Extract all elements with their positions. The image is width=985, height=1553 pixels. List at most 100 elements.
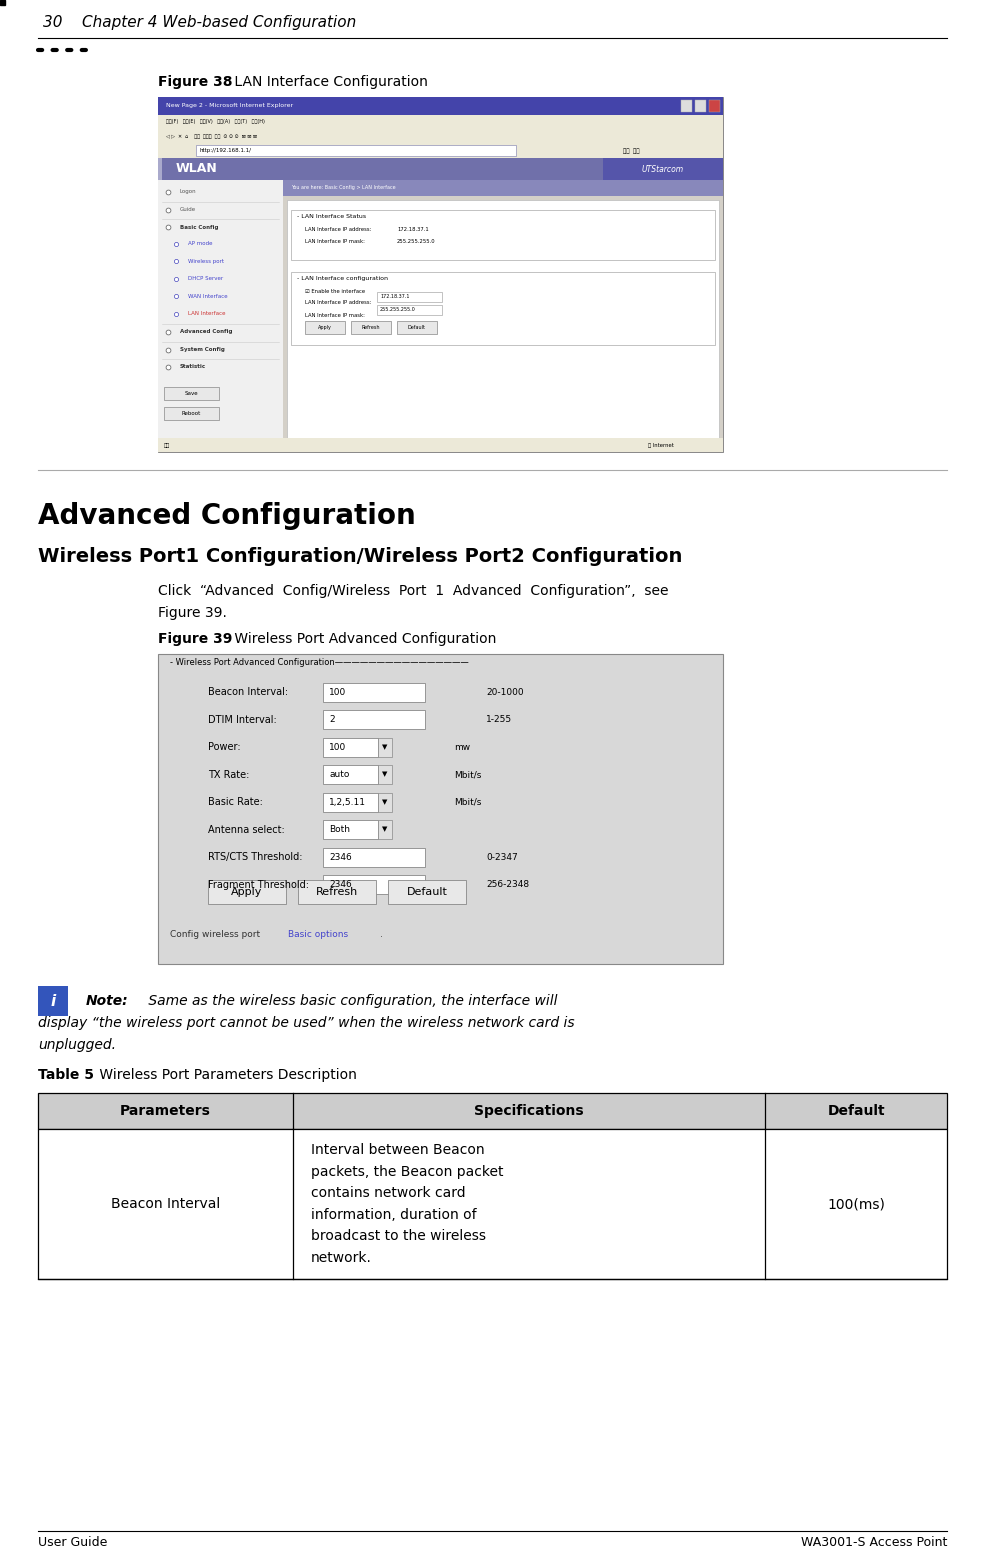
Text: auto: auto xyxy=(329,770,350,780)
Bar xyxy=(291,210,715,259)
Text: Click  “Advanced  Config/Wireless  Port  1  Advanced  Configuration”,  see: Click “Advanced Config/Wireless Port 1 A… xyxy=(158,584,669,598)
Text: 255.255.255.0: 255.255.255.0 xyxy=(380,307,416,312)
Bar xyxy=(164,387,219,401)
Text: 转到  链接: 转到 链接 xyxy=(623,148,639,154)
Text: Advanced Configuration: Advanced Configuration xyxy=(38,502,416,530)
Text: ▼: ▼ xyxy=(382,744,388,750)
Text: Note:: Note: xyxy=(86,994,129,1008)
Text: 🌐 Internet: 🌐 Internet xyxy=(648,443,674,447)
Text: 172.18.37.1: 172.18.37.1 xyxy=(397,227,428,231)
Text: Save: Save xyxy=(185,391,198,396)
Text: Apply: Apply xyxy=(318,325,332,329)
Text: Figure 39.: Figure 39. xyxy=(158,606,227,620)
Bar xyxy=(377,304,442,315)
Text: 2346: 2346 xyxy=(329,853,352,862)
Text: Figure 39: Figure 39 xyxy=(158,632,232,646)
Bar xyxy=(38,1093,947,1129)
Bar xyxy=(397,321,437,334)
Text: - LAN Interface Status: - LAN Interface Status xyxy=(297,214,366,219)
Text: 1,2,5.11: 1,2,5.11 xyxy=(329,798,366,806)
Text: Default: Default xyxy=(407,887,447,898)
Text: 2346: 2346 xyxy=(329,881,352,888)
Text: Same as the wireless basic configuration, the interface will: Same as the wireless basic configuration… xyxy=(144,994,558,1008)
Bar xyxy=(158,438,723,452)
Bar xyxy=(164,407,219,419)
Text: - LAN Interface configuration: - LAN Interface configuration xyxy=(297,276,388,281)
Text: Antenna select:: Antenna select: xyxy=(208,825,285,834)
Text: unplugged.: unplugged. xyxy=(38,1037,116,1051)
Text: information, duration of: information, duration of xyxy=(310,1208,476,1222)
Text: User Guide: User Guide xyxy=(38,1536,107,1550)
Text: New Page 2 - Microsoft Internet Explorer: New Page 2 - Microsoft Internet Explorer xyxy=(166,102,294,109)
Text: 1-255: 1-255 xyxy=(486,714,512,724)
Text: 30    Chapter 4 Web-based Configuration: 30 Chapter 4 Web-based Configuration xyxy=(43,14,357,30)
Text: ▼: ▼ xyxy=(382,798,388,804)
Text: Guide: Guide xyxy=(180,207,196,213)
Text: 255.255.255.0: 255.255.255.0 xyxy=(397,239,435,244)
Bar xyxy=(166,672,715,915)
Bar xyxy=(709,99,720,112)
Text: - Wireless Port Advanced Configuration————————————————: - Wireless Port Advanced Configuration——… xyxy=(170,658,469,666)
Text: Parameters: Parameters xyxy=(120,1104,211,1118)
Bar xyxy=(158,96,723,115)
Bar xyxy=(158,115,723,129)
Bar xyxy=(305,321,345,334)
Bar xyxy=(208,881,286,904)
Text: Mbit/s: Mbit/s xyxy=(454,798,482,806)
Text: Statistic: Statistic xyxy=(180,365,206,370)
Bar xyxy=(351,321,391,334)
Text: Table 5: Table 5 xyxy=(38,1068,94,1082)
Text: LAN Interface IP mask:: LAN Interface IP mask: xyxy=(305,314,364,318)
Text: 172.18.37.1: 172.18.37.1 xyxy=(380,295,410,300)
Text: Wireless Port Advanced Configuration: Wireless Port Advanced Configuration xyxy=(230,632,496,646)
Text: DTIM Interval:: DTIM Interval: xyxy=(208,714,277,725)
Bar xyxy=(323,792,378,812)
Bar xyxy=(158,654,723,964)
Text: You are here: Basic Config > LAN Interface: You are here: Basic Config > LAN Interfa… xyxy=(291,185,396,191)
Text: Beacon Interval: Beacon Interval xyxy=(110,1197,220,1211)
Bar xyxy=(681,99,692,112)
Bar xyxy=(158,180,283,452)
Text: Beacon Interval:: Beacon Interval: xyxy=(208,686,289,697)
Bar xyxy=(323,766,378,784)
Bar xyxy=(377,292,442,301)
Text: Config wireless port: Config wireless port xyxy=(170,930,263,938)
Bar xyxy=(378,766,392,784)
Text: mw: mw xyxy=(454,742,470,752)
Bar xyxy=(158,158,162,180)
Text: Fragment Threshold:: Fragment Threshold: xyxy=(208,879,309,890)
Bar xyxy=(158,129,723,143)
Text: packets, the Beacon packet: packets, the Beacon packet xyxy=(310,1165,503,1179)
Text: display “the wireless port cannot be used” when the wireless network card is: display “the wireless port cannot be use… xyxy=(38,1016,574,1030)
Text: Both: Both xyxy=(329,825,350,834)
Text: Wireless Port Parameters Description: Wireless Port Parameters Description xyxy=(95,1068,357,1082)
Bar xyxy=(695,99,706,112)
Bar xyxy=(603,158,723,180)
Text: Reboot: Reboot xyxy=(182,412,201,416)
Text: Mbit/s: Mbit/s xyxy=(454,770,482,780)
Bar xyxy=(38,1129,947,1280)
Bar xyxy=(323,820,378,839)
Text: ▼: ▼ xyxy=(382,772,388,778)
Text: WLAN: WLAN xyxy=(176,163,218,175)
Text: ☑ Enable the interface: ☑ Enable the interface xyxy=(305,289,365,294)
Text: Interval between Beacon: Interval between Beacon xyxy=(310,1143,485,1157)
Bar xyxy=(388,881,466,904)
Text: Wireless Port1 Configuration/Wireless Port2 Configuration: Wireless Port1 Configuration/Wireless Po… xyxy=(38,547,683,565)
Text: http://192.168.1.1/: http://192.168.1.1/ xyxy=(200,148,252,154)
Text: Power:: Power: xyxy=(208,742,240,752)
Text: 256-2348: 256-2348 xyxy=(486,881,529,888)
Text: 文件(F)   编辑(E)   查看(V)   收藏(A)   工具(T)   帮助(H): 文件(F) 编辑(E) 查看(V) 收藏(A) 工具(T) 帮助(H) xyxy=(166,120,265,124)
Text: Refresh: Refresh xyxy=(316,887,359,898)
Text: AP mode: AP mode xyxy=(188,241,213,245)
Bar xyxy=(323,738,378,756)
Text: Basic Config: Basic Config xyxy=(180,225,219,230)
Bar xyxy=(298,881,376,904)
Text: Default: Default xyxy=(827,1104,885,1118)
Text: LAN Interface: LAN Interface xyxy=(188,311,226,315)
Text: LAN Interface IP mask:: LAN Interface IP mask: xyxy=(305,239,364,244)
Text: WA3001-S Access Point: WA3001-S Access Point xyxy=(801,1536,947,1550)
Text: 100(ms): 100(ms) xyxy=(827,1197,886,1211)
Bar xyxy=(158,143,723,158)
Bar xyxy=(323,874,425,895)
